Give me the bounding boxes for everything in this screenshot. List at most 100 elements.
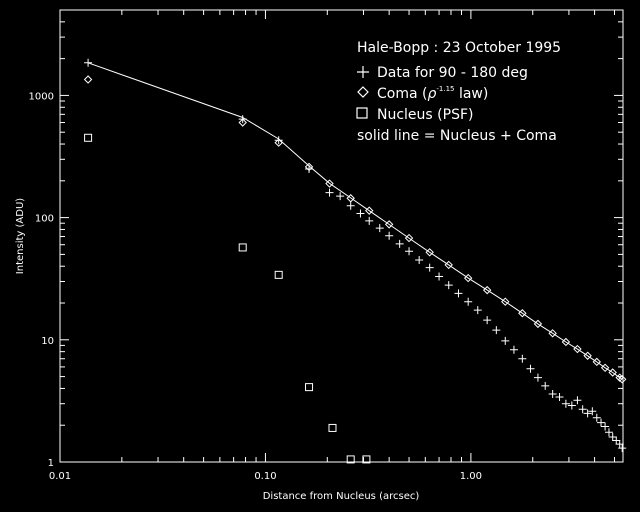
nucleus-point-square: [238, 243, 247, 252]
legend-entry-coma: Coma (ρ-1.15 law): [357, 85, 488, 102]
legend-label-data: Data for 90 - 180 deg: [377, 65, 528, 81]
legend-entry-data: Data for 90 - 180 deg: [357, 65, 528, 81]
x-tick-label: 1.00: [460, 471, 482, 482]
data-point-plus: [84, 58, 93, 67]
data-point-plus: [541, 381, 550, 390]
data-point-plus: [583, 409, 592, 418]
data-point-plus: [526, 364, 535, 373]
coma-point-diamond: [404, 233, 414, 243]
data-point-plus: [346, 201, 355, 210]
data-point-plus: [415, 255, 424, 264]
data-point-plus: [274, 136, 283, 145]
plot-frame: [59, 9, 624, 463]
data-marks: [83, 58, 627, 464]
data-point-plus: [501, 336, 510, 345]
legend-coma-suffix: law): [455, 86, 489, 102]
coma-point-diamond: [346, 194, 355, 203]
coma-point-diamond: [463, 273, 473, 283]
coma-point-diamond: [482, 285, 492, 295]
data-point-plus: [618, 444, 627, 453]
legend-coma-prefix: Coma (: [377, 86, 427, 102]
data-point-plus: [588, 407, 597, 416]
coma-point-diamond: [304, 162, 314, 172]
nucleus-point-square: [328, 423, 337, 432]
coma-point-diamond: [274, 138, 283, 147]
data-point-plus: [604, 428, 613, 437]
coma-point-diamond: [83, 75, 93, 84]
coma-point-diamond: [365, 206, 374, 215]
legend-label-nucleus: Nucleus (PSF): [377, 107, 473, 123]
data-point-plus: [356, 209, 365, 218]
data-point-plus: [483, 316, 492, 325]
data-point-plus: [454, 289, 463, 298]
data-point-plus: [435, 272, 444, 281]
nucleus-point-square: [346, 455, 355, 464]
data-point-plus: [608, 433, 617, 442]
data-point-plus: [444, 281, 453, 290]
data-point-plus: [597, 418, 606, 427]
x-tick-labels: 0.01 0.10 1.00: [49, 471, 482, 482]
x-tick-label: 0.01: [49, 471, 71, 482]
data-point-plus: [473, 306, 482, 315]
coma-point-diamond: [592, 357, 601, 367]
data-point-plus: [425, 263, 434, 272]
coma-point-diamond: [501, 297, 510, 306]
y-tick-label: 10: [41, 336, 54, 347]
coma-point-diamond: [617, 375, 627, 384]
data-point-plus: [555, 393, 564, 402]
data-point-plus: [385, 231, 394, 240]
data-point-plus: [395, 239, 404, 248]
legend-square-symbol: [356, 107, 368, 119]
legend-label-coma: Coma (ρ-1.15 law): [377, 85, 488, 102]
nucleus-plus-coma-line: [87, 62, 623, 380]
data-point-plus: [509, 345, 518, 354]
coma-point-diamond: [600, 363, 610, 373]
data-point-plus: [336, 192, 345, 201]
y-tick-label: 1000: [29, 91, 54, 102]
data-point-plus: [573, 396, 582, 405]
y-tick-labels: 1 10 100 1000: [29, 91, 54, 469]
legend-plus-symbol: [357, 66, 369, 78]
data-point-plus: [405, 247, 414, 256]
y-tick-label: 1: [48, 458, 54, 469]
data-point-plus: [325, 188, 334, 197]
x-axis-label: Distance from Nucleus (arcsec): [263, 491, 420, 502]
legend-entry-nucleus: Nucleus (PSF): [356, 107, 473, 123]
legend-title: Hale-Bopp : 23 October 1995: [357, 40, 561, 56]
y-axis-label: Intensity (ADU): [15, 198, 26, 274]
legend-coma-exponent: -1.15: [436, 85, 454, 93]
nucleus-point-square: [274, 270, 283, 279]
data-point-plus: [533, 373, 542, 382]
nucleus-point-square: [84, 133, 93, 142]
data-point-plus: [578, 405, 587, 414]
coma-point-diamond: [573, 344, 582, 354]
data-point-plus: [561, 399, 570, 408]
data-point-plus: [492, 326, 501, 335]
coma-point-diamond: [518, 309, 527, 318]
nucleus-point-square: [305, 383, 314, 392]
x-tick-label: 0.10: [254, 471, 276, 482]
data-point-plus: [612, 436, 621, 445]
coma-point-diamond: [444, 260, 453, 270]
legend-diamond-symbol: [357, 86, 369, 98]
coma-point-diamond: [561, 337, 571, 347]
data-point-plus: [375, 224, 384, 233]
data-point-plus: [567, 401, 576, 410]
data-point-plus: [592, 413, 601, 422]
coma-point-diamond: [425, 248, 434, 257]
data-point-plus: [548, 390, 557, 399]
coma-point-diamond: [238, 118, 247, 127]
legend-coma-rho: ρ: [427, 86, 436, 102]
coma-point-diamond: [384, 220, 394, 229]
coma-point-diamond: [583, 351, 592, 360]
data-point-plus: [601, 422, 610, 431]
legend: Hale-Bopp : 23 October 1995 Data for 90 …: [356, 40, 561, 144]
data-point-plus: [365, 216, 374, 225]
legend-label-solid-line: solid line = Nucleus + Coma: [357, 128, 557, 144]
coma-point-diamond: [548, 329, 557, 338]
nucleus-point-square: [362, 455, 371, 464]
data-point-plus: [518, 354, 527, 363]
coma-point-diamond: [325, 179, 334, 188]
